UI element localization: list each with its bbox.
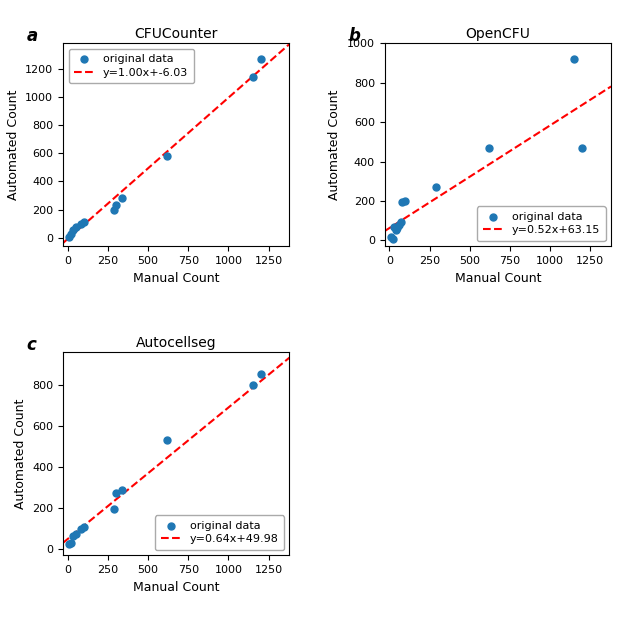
original data <box>79 217 89 227</box>
original data <box>248 380 258 390</box>
Y-axis label: Automated Count: Automated Count <box>14 399 26 509</box>
original data <box>67 225 77 235</box>
original data <box>387 234 398 244</box>
original data <box>111 201 121 210</box>
Text: a: a <box>26 27 38 45</box>
Title: Autocellseg: Autocellseg <box>136 336 217 349</box>
X-axis label: Manual Count: Manual Count <box>133 271 219 284</box>
original data <box>64 232 74 242</box>
original data <box>117 485 127 495</box>
original data <box>110 205 120 215</box>
Legend: original data, y=1.00x+-6.03: original data, y=1.00x+-6.03 <box>69 49 194 83</box>
original data <box>71 529 81 539</box>
original data <box>386 231 396 241</box>
Text: b: b <box>348 27 360 45</box>
original data <box>398 197 408 207</box>
Legend: original data, y=0.64x+49.98: original data, y=0.64x+49.98 <box>155 515 284 550</box>
original data <box>64 539 74 549</box>
original data <box>117 194 127 204</box>
Y-axis label: Automated Count: Automated Count <box>328 89 341 200</box>
original data <box>256 369 266 379</box>
original data <box>389 222 399 231</box>
original data <box>391 225 401 234</box>
Title: CFUCounter: CFUCounter <box>135 27 218 41</box>
original data <box>79 521 89 531</box>
original data <box>394 220 404 230</box>
original data <box>569 54 579 64</box>
original data <box>431 182 441 192</box>
original data <box>256 54 266 64</box>
original data <box>484 143 494 152</box>
original data <box>71 222 81 231</box>
original data <box>577 143 587 152</box>
Y-axis label: Automated Count: Automated Count <box>6 89 20 200</box>
original data <box>163 436 173 445</box>
Title: OpenCFU: OpenCFU <box>466 27 530 41</box>
original data <box>392 223 403 233</box>
original data <box>110 504 120 514</box>
Legend: original data, y=0.52x+63.15: original data, y=0.52x+63.15 <box>477 207 605 241</box>
original data <box>248 72 258 82</box>
original data <box>66 229 76 239</box>
original data <box>401 196 411 206</box>
X-axis label: Manual Count: Manual Count <box>133 581 219 594</box>
original data <box>67 531 77 540</box>
original data <box>66 538 76 548</box>
original data <box>396 217 406 226</box>
Text: c: c <box>26 336 37 354</box>
original data <box>163 151 173 161</box>
original data <box>76 524 86 534</box>
original data <box>76 219 86 229</box>
X-axis label: Manual Count: Manual Count <box>455 271 541 284</box>
original data <box>111 488 121 498</box>
